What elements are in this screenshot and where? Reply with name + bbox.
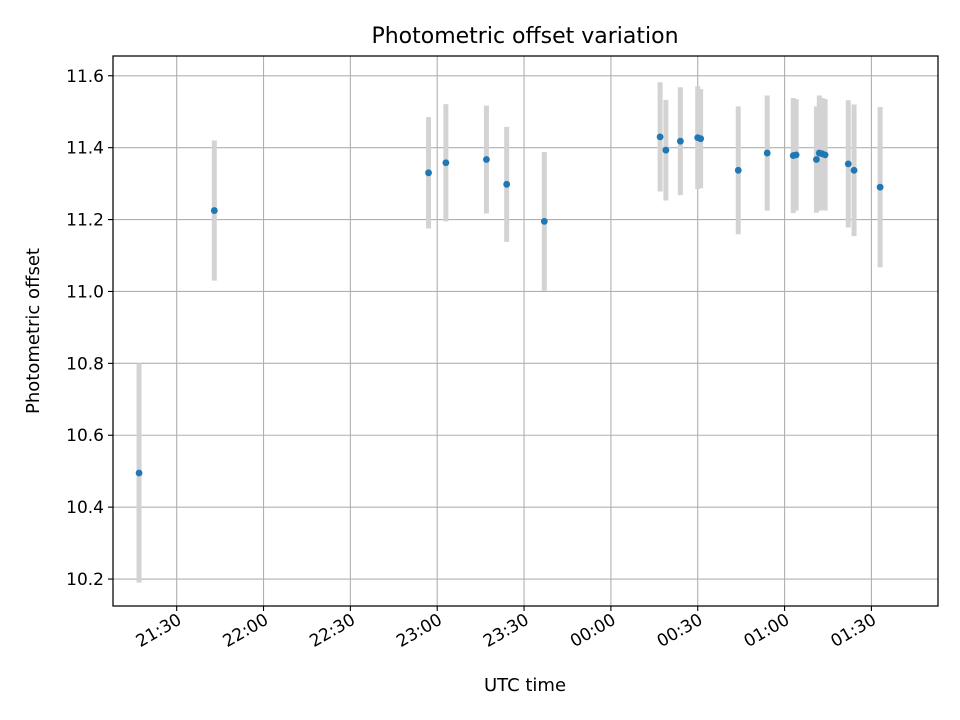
data-point [442, 159, 450, 167]
x-tick-label: 01:30 [827, 610, 879, 652]
data-point [821, 151, 829, 159]
x-axis-label: UTC time [484, 675, 566, 696]
y-axis-label: Photometric offset [23, 248, 44, 414]
data-point [662, 146, 670, 154]
y-tick-label: 11.0 [66, 282, 104, 302]
x-tick-label: 00:00 [567, 610, 619, 652]
y-tick-label: 11.4 [66, 139, 104, 159]
data-point [850, 166, 858, 174]
y-tick-label: 11.6 [66, 67, 104, 87]
data-point [503, 180, 511, 188]
grid [113, 56, 938, 606]
data-point [425, 169, 432, 177]
y-axis-ticks: 10.2 10.4 10.6 10.8 11.0 11.2 11.4 11.6 [66, 67, 113, 590]
data-point [734, 166, 742, 174]
x-axis-ticks: 21:30 22:00 22:30 23:00 23:30 00:00 00:30 01:00… [133, 606, 880, 652]
x-tick-label: 21:30 [133, 610, 185, 652]
data-point [844, 160, 852, 168]
x-tick-label: 23:30 [480, 610, 532, 652]
data-point [210, 207, 218, 214]
y-tick-label: 10.2 [66, 570, 104, 590]
chart-title: Photometric offset variation [371, 24, 678, 49]
data-point [676, 137, 684, 145]
y-tick-label: 11.2 [66, 211, 104, 231]
data-point [792, 151, 800, 159]
data-point [763, 149, 771, 157]
data-point [483, 156, 490, 163]
data-point [656, 133, 664, 141]
data-point [697, 135, 705, 143]
x-tick-label: 00:30 [654, 610, 706, 652]
x-tick-label: 23:00 [393, 610, 445, 652]
x-tick-label: 01:00 [741, 610, 793, 652]
data-point [135, 469, 143, 477]
data-point [813, 156, 820, 163]
y-tick-label: 10.8 [66, 354, 104, 374]
x-tick-label: 22:00 [220, 610, 272, 652]
data-point [876, 183, 884, 191]
y-tick-label: 10.4 [66, 498, 104, 518]
x-tick-label: 22:30 [306, 610, 358, 652]
data-point [540, 217, 548, 225]
y-tick-label: 10.6 [66, 426, 104, 446]
markers [135, 133, 884, 477]
plot-frame [112, 55, 939, 607]
